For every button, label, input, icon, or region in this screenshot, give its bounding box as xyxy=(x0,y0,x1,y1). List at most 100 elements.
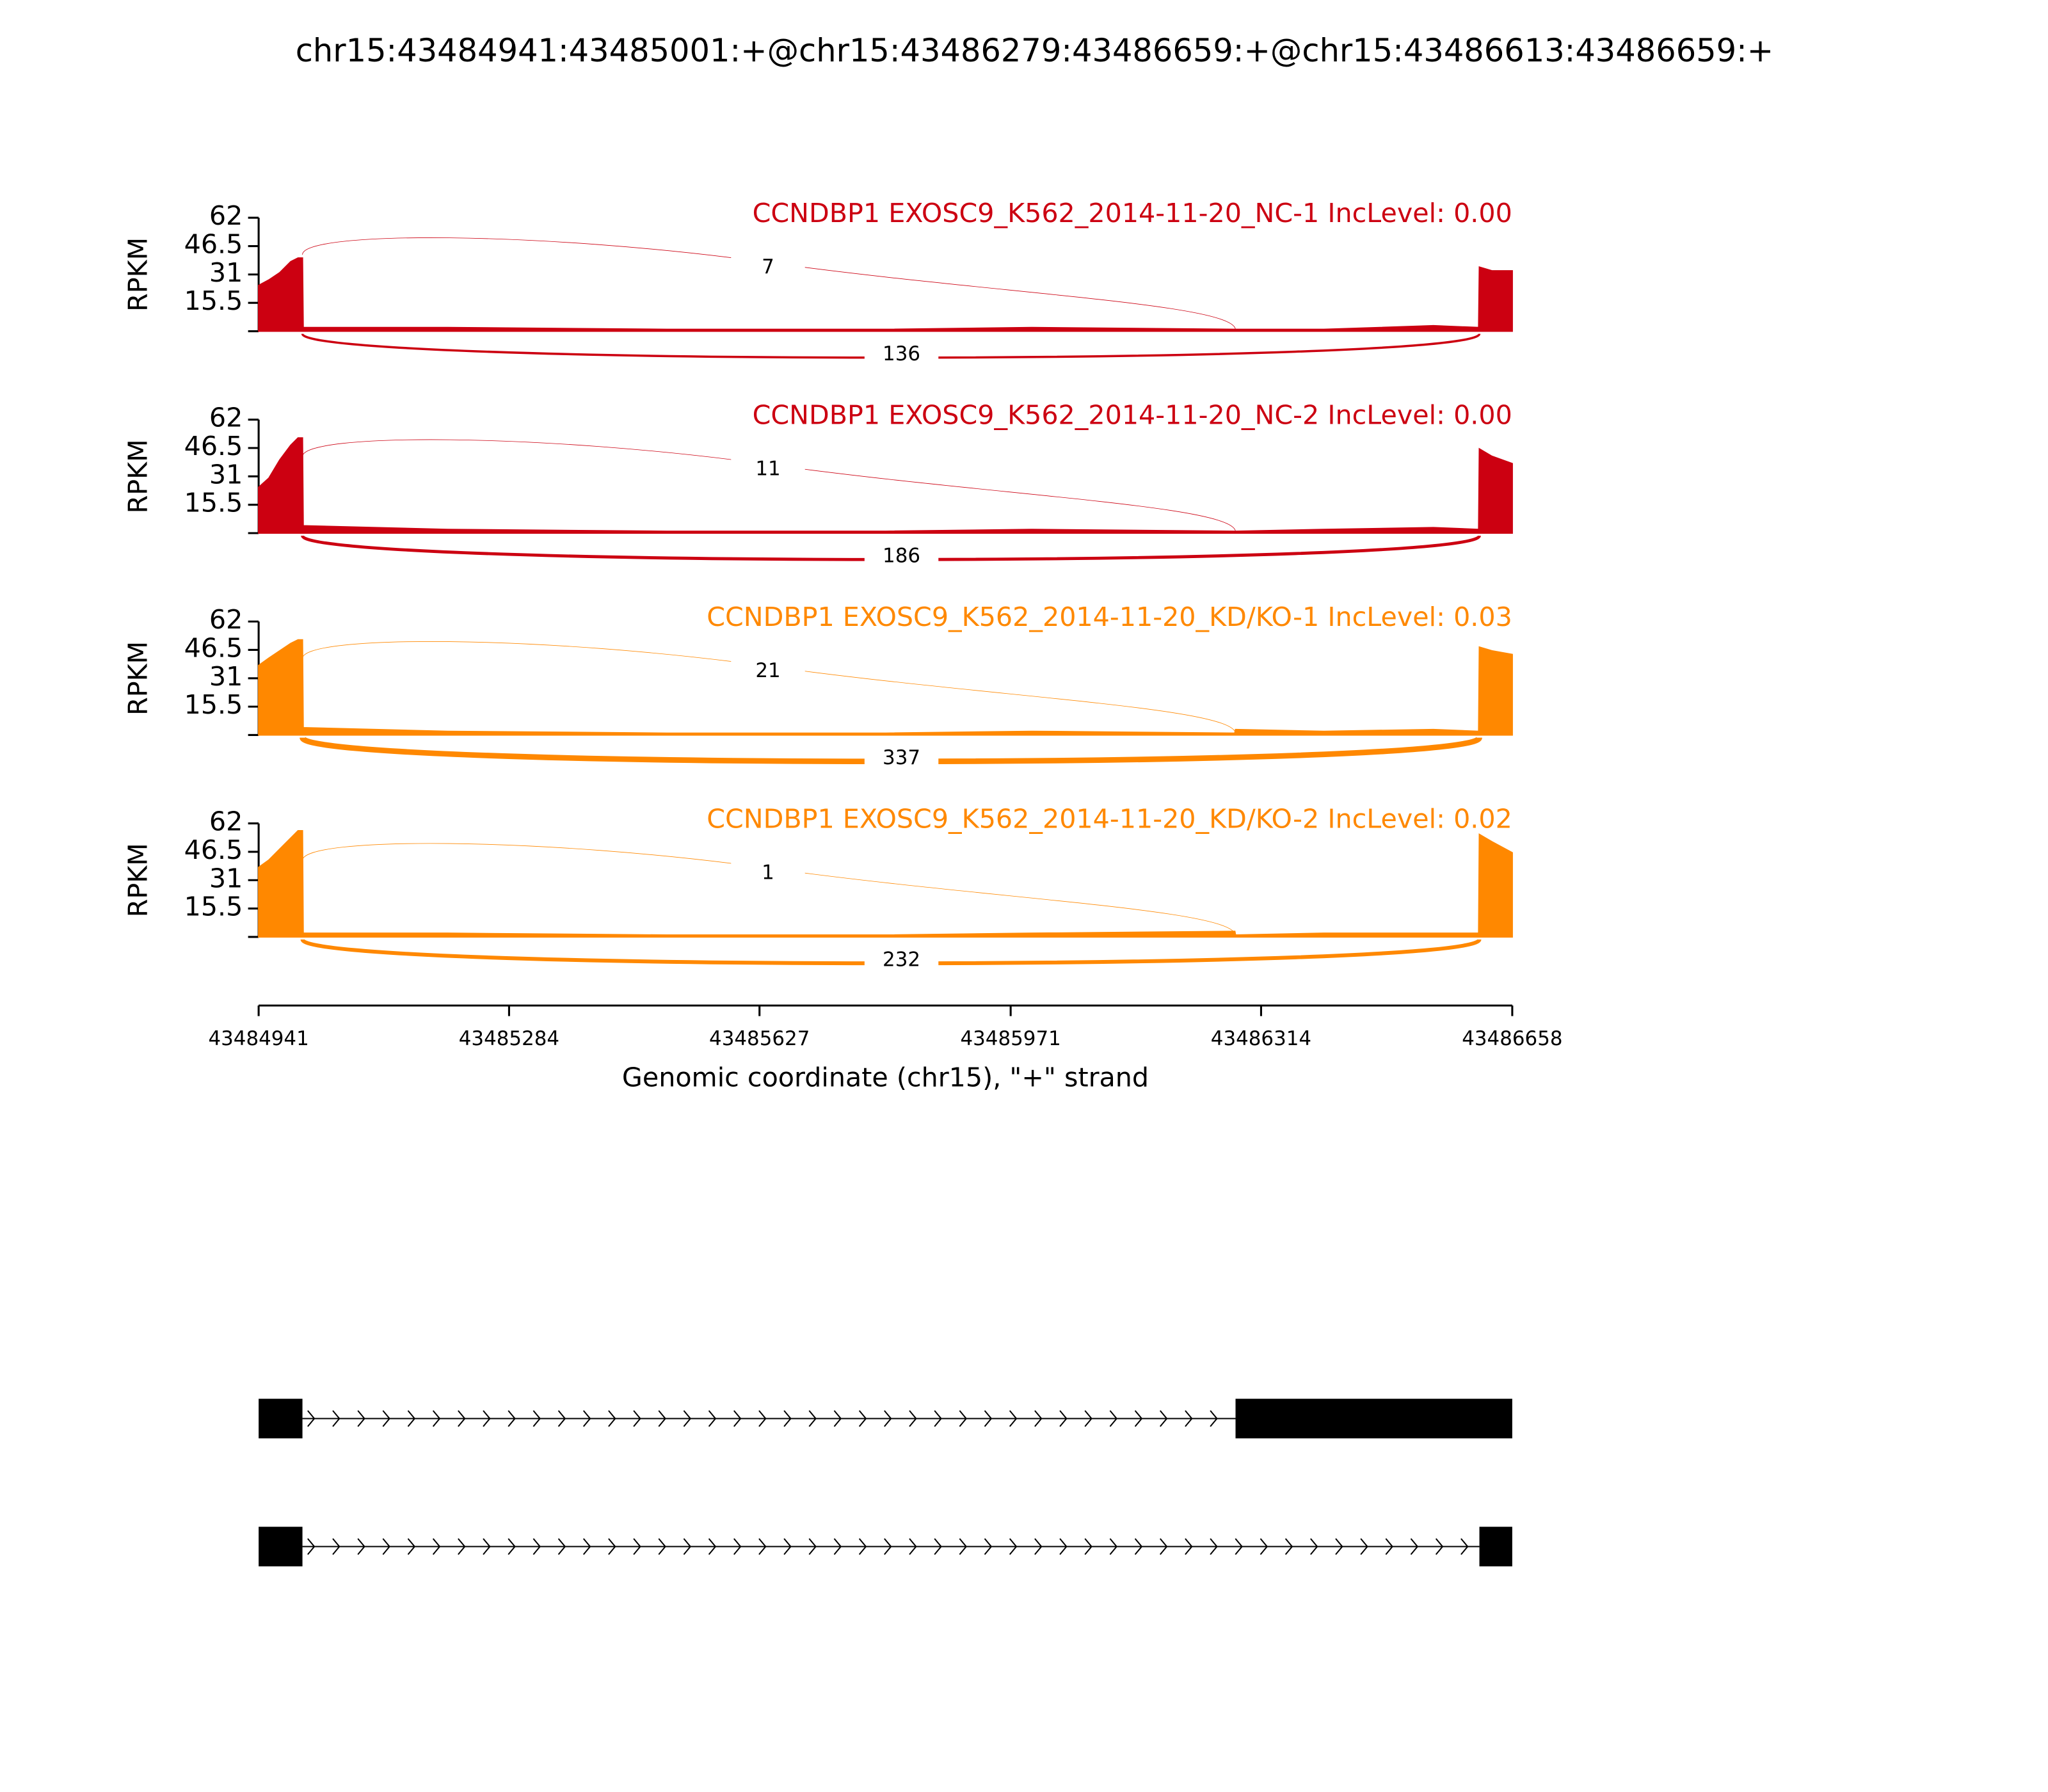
strand-chevron xyxy=(307,1410,316,1427)
coverage-area xyxy=(258,639,1513,736)
strand-chevron xyxy=(783,1538,792,1555)
strand-chevron xyxy=(758,1410,767,1427)
strand-chevron xyxy=(1059,1410,1068,1427)
strand-chevron xyxy=(758,1538,767,1555)
strand-chevron xyxy=(458,1410,466,1427)
y-tick-label: 15.5 xyxy=(184,689,243,720)
junction-label: 21 xyxy=(755,659,780,682)
strand-chevron xyxy=(1034,1538,1043,1555)
strand-chevron xyxy=(357,1538,365,1555)
junction-label: 7 xyxy=(762,255,774,278)
junction-label-bg xyxy=(731,256,805,280)
strand-chevron xyxy=(658,1410,666,1427)
strand-chevron xyxy=(332,1410,340,1427)
strand-chevron xyxy=(608,1410,616,1427)
exon xyxy=(1235,1398,1512,1439)
strand-chevron xyxy=(1335,1538,1343,1555)
strand-chevron xyxy=(483,1538,491,1555)
strand-chevron xyxy=(582,1410,591,1427)
strand-chevron xyxy=(1385,1538,1394,1555)
junction-label-bg xyxy=(864,747,939,771)
track-label: CCNDBP1 EXOSC9_K562_2014-11-20_NC-1 IncL… xyxy=(753,198,1512,228)
strand-chevron xyxy=(1109,1538,1118,1555)
track-label: CCNDBP1 EXOSC9_K562_2014-11-20_KD/KO-1 I… xyxy=(707,602,1512,632)
chart-title: chr15:43484941:43485001:+@chr15:43486279… xyxy=(296,32,1774,69)
strand-chevron xyxy=(934,1538,942,1555)
strand-chevron xyxy=(382,1410,390,1427)
strand-chevron xyxy=(708,1410,717,1427)
y-tick-label: 31 xyxy=(209,661,243,692)
strand-chevron xyxy=(432,1538,441,1555)
x-tick-label: 43485971 xyxy=(960,1027,1060,1050)
strand-chevron xyxy=(683,1410,692,1427)
strand-chevron xyxy=(1210,1538,1218,1555)
junction-label: 11 xyxy=(755,458,780,481)
strand-chevron xyxy=(1235,1538,1243,1555)
x-axis-label: Genomic coordinate (chr15), "+" strand xyxy=(622,1062,1149,1093)
junction-label-bg xyxy=(864,948,939,973)
strand-chevron xyxy=(984,1410,993,1427)
strand-chevron xyxy=(909,1538,917,1555)
strand-chevron xyxy=(307,1538,316,1555)
strand-chevron xyxy=(1159,1538,1168,1555)
strand-chevron xyxy=(884,1538,892,1555)
strand-chevron xyxy=(532,1410,541,1427)
y-axis-label: RPKM xyxy=(123,843,154,917)
y-tick-label: 31 xyxy=(209,257,243,288)
strand-chevron xyxy=(1410,1538,1419,1555)
strand-chevron xyxy=(483,1410,491,1427)
strand-chevron xyxy=(984,1538,993,1555)
x-tick-label: 43485284 xyxy=(459,1027,559,1050)
strand-chevron xyxy=(1009,1410,1018,1427)
exon xyxy=(1479,1526,1512,1567)
coverage-area xyxy=(258,830,1513,938)
junction-label-bg xyxy=(864,343,939,367)
y-tick-label: 15.5 xyxy=(184,488,243,518)
strand-chevron xyxy=(1134,1410,1143,1427)
y-tick-label: 46.5 xyxy=(184,229,243,260)
strand-chevron xyxy=(382,1538,390,1555)
strand-chevron xyxy=(959,1538,968,1555)
coverage-area xyxy=(258,257,1513,332)
junction-label-bg xyxy=(731,659,805,684)
strand-chevron xyxy=(332,1538,340,1555)
strand-chevron xyxy=(1210,1410,1218,1427)
strand-chevron xyxy=(858,1410,867,1427)
strand-chevron xyxy=(557,1538,566,1555)
strand-chevron xyxy=(1460,1538,1469,1555)
strand-chevron xyxy=(1009,1538,1018,1555)
strand-chevron xyxy=(833,1538,842,1555)
strand-chevron xyxy=(733,1410,742,1427)
junction-label: 1 xyxy=(762,861,774,884)
strand-chevron xyxy=(1360,1538,1368,1555)
track-label: CCNDBP1 EXOSC9_K562_2014-11-20_KD/KO-2 I… xyxy=(707,803,1512,834)
x-tick-label: 43485627 xyxy=(709,1027,810,1050)
y-tick-label: 62 xyxy=(209,403,243,433)
strand-chevron xyxy=(1059,1538,1068,1555)
strand-chevron xyxy=(508,1538,516,1555)
y-tick-label: 15.5 xyxy=(184,285,243,316)
strand-chevron xyxy=(733,1538,742,1555)
strand-chevron xyxy=(1185,1410,1193,1427)
strand-chevron xyxy=(1109,1410,1118,1427)
strand-chevron xyxy=(582,1538,591,1555)
strand-chevron xyxy=(783,1410,792,1427)
strand-chevron xyxy=(658,1538,666,1555)
strand-chevron xyxy=(633,1410,641,1427)
junction-label-bg xyxy=(731,458,805,482)
strand-chevron xyxy=(407,1538,416,1555)
strand-chevron xyxy=(458,1538,466,1555)
strand-chevron xyxy=(608,1538,616,1555)
y-tick-label: 62 xyxy=(209,604,243,635)
strand-chevron xyxy=(633,1538,641,1555)
y-tick-label: 46.5 xyxy=(184,632,243,663)
x-tick-label: 43486658 xyxy=(1462,1027,1562,1050)
strand-chevron xyxy=(1284,1538,1293,1555)
strand-chevron xyxy=(407,1410,416,1427)
x-tick-label: 43484941 xyxy=(208,1027,308,1050)
strand-chevron xyxy=(833,1410,842,1427)
exon xyxy=(259,1398,303,1439)
y-tick-label: 46.5 xyxy=(184,431,243,461)
strand-chevron xyxy=(557,1410,566,1427)
